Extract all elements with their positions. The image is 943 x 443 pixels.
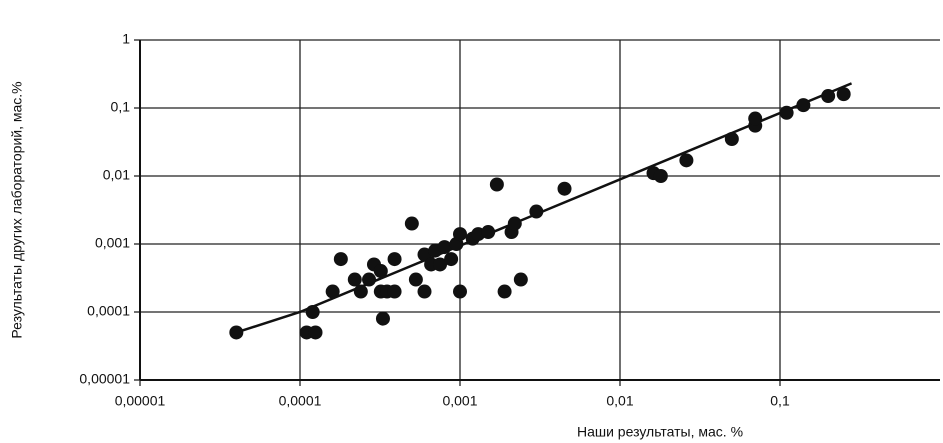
data-point [779,105,794,120]
data-point [653,169,668,183]
data-point [489,177,504,192]
data-point [557,181,572,196]
data-point [433,257,448,272]
data-point [325,284,340,299]
x-tick-label: 0,0001 [279,393,322,409]
data-point [481,225,496,240]
data-point [724,132,739,147]
data-point [362,272,377,287]
data-point [836,87,851,102]
data-point [387,252,402,267]
trend-line [235,82,853,334]
data-point [408,272,423,287]
data-point [308,325,323,340]
x-tick-label: 0,001 [442,393,477,409]
data-point [679,153,694,168]
data-point [529,204,544,219]
x-axis-label: Наши результаты, мас. % [577,424,743,440]
y-axis-label: Результаты других лабораторий, мас.% [9,81,25,338]
data-point [387,284,402,299]
data-point [453,227,467,242]
data-point [347,272,362,287]
y-tick-label: 0,0001 [87,303,130,319]
data-point [229,325,244,340]
data-point [417,284,432,299]
data-point [373,264,388,279]
y-tick-label: 0,1 [111,99,131,115]
data-point [796,98,811,113]
data-point [417,247,432,262]
data-point [821,89,836,104]
x-tick-label: 0,1 [770,393,790,409]
data-point [353,284,368,299]
data-point [453,284,467,299]
y-tick-label: 0,001 [95,235,130,251]
x-tick-label: 0,00001 [115,393,166,409]
y-tick-label: 1 [122,31,130,47]
data-point [375,311,390,326]
data-point [444,252,459,267]
data-point [513,272,528,287]
y-tick-label: 0,01 [103,167,130,183]
data-point [507,216,522,231]
y-tick-label: 0,00001 [79,371,130,387]
data-point [305,305,320,319]
data-point [748,111,763,126]
data-point [333,252,348,267]
data-point [497,284,512,299]
data-point [404,216,419,231]
x-tick-label: 0,01 [606,393,633,409]
data-point [437,240,452,255]
